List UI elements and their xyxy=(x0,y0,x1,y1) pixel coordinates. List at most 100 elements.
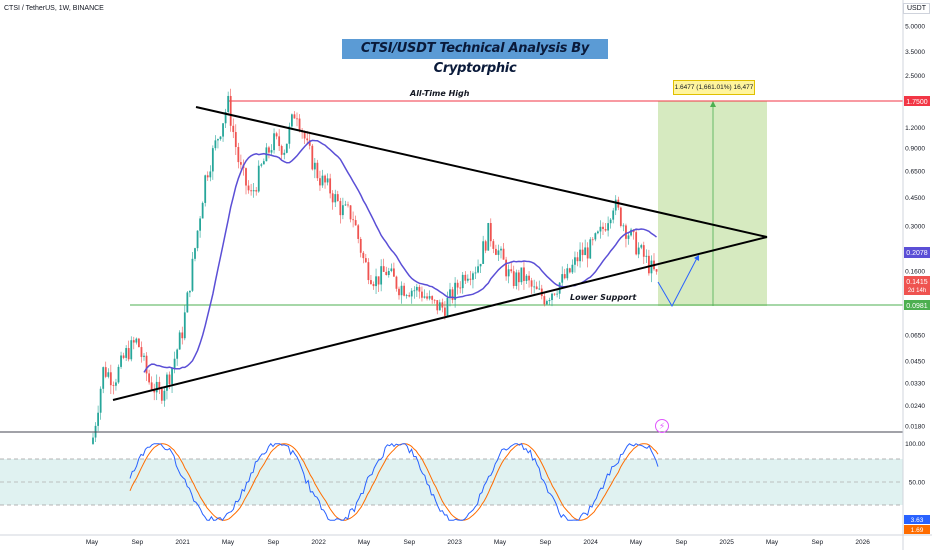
candle-body xyxy=(449,289,451,298)
candle-body xyxy=(293,114,296,119)
candle-body xyxy=(551,293,553,301)
candle-body xyxy=(357,225,360,239)
candle-body xyxy=(104,367,107,377)
candle-body xyxy=(482,241,485,264)
projection-arrow-head xyxy=(694,255,699,261)
candle-body xyxy=(602,226,604,230)
svg-text:2d 14h: 2d 14h xyxy=(908,288,926,294)
candle-body xyxy=(217,139,219,141)
candle-body xyxy=(502,248,505,260)
candle-body xyxy=(201,202,204,219)
candle-body xyxy=(597,231,599,234)
candle-body xyxy=(410,290,413,297)
svg-text:3.63: 3.63 xyxy=(911,517,924,524)
candle-body xyxy=(112,385,115,386)
tradingview-logo-icon[interactable]: ⚡ xyxy=(655,419,669,433)
candle-body xyxy=(507,269,510,277)
candle-body xyxy=(477,266,479,273)
y-tick-label: 0.0450 xyxy=(905,358,925,365)
candle-body xyxy=(408,295,411,297)
candle-body xyxy=(99,388,102,413)
support-price-badge: 0.0981 xyxy=(904,300,930,310)
candle-body xyxy=(461,274,464,289)
candle-body xyxy=(390,268,393,272)
stoch-d-badge: 1.69 xyxy=(904,525,930,534)
candle-body xyxy=(421,291,423,298)
candle-body xyxy=(385,271,388,276)
candle-body xyxy=(525,275,528,281)
candle-body xyxy=(313,162,316,170)
candle-body xyxy=(125,348,128,358)
svg-text:1.7500: 1.7500 xyxy=(906,99,928,106)
candle-body xyxy=(150,382,153,390)
candle-body xyxy=(214,140,217,149)
candle-body xyxy=(140,347,143,357)
candle-body xyxy=(599,226,602,232)
candle-body xyxy=(155,381,158,393)
candle-body xyxy=(191,258,194,291)
candle-body xyxy=(237,147,240,163)
y-tick-label: 0.9000 xyxy=(905,146,925,153)
candle-body xyxy=(194,248,196,259)
candle-body xyxy=(495,248,497,255)
candle-body xyxy=(497,250,500,255)
candle-body xyxy=(574,257,576,265)
candle-body xyxy=(183,312,186,339)
candle-body xyxy=(436,300,439,311)
y-tick-label: 0.6500 xyxy=(905,169,925,176)
candle-body xyxy=(245,168,247,186)
candle-body xyxy=(444,307,446,316)
candle-body xyxy=(135,338,138,343)
target-label: 1.6477 (1,661.01%) 16,477 xyxy=(673,80,755,95)
y-tick-label: 1.2000 xyxy=(905,125,925,132)
candle-body xyxy=(285,143,288,153)
y-tick-label: 0.0240 xyxy=(905,403,925,410)
candle-body xyxy=(492,241,495,249)
candle-body xyxy=(456,282,459,288)
candle-body xyxy=(311,145,314,170)
candle-body xyxy=(186,292,189,313)
candle-body xyxy=(291,114,293,127)
candle-body xyxy=(138,338,140,348)
candle-body xyxy=(645,255,648,257)
candle-body xyxy=(405,295,408,296)
stoch-axis-ticks: 100.00 50.00 xyxy=(905,441,925,486)
candle-body xyxy=(622,225,625,227)
candle-body xyxy=(553,293,556,295)
candle-body xyxy=(459,287,462,289)
ath-annotation: All-Time High xyxy=(410,89,470,98)
candle-body xyxy=(466,278,469,281)
candle-body xyxy=(306,138,309,141)
svg-text:0.0981: 0.0981 xyxy=(906,303,928,310)
candle-body xyxy=(556,293,558,295)
candle-body xyxy=(367,262,370,281)
x-axis-ticks: May Sep 2021 May Sep 2022 May Sep 2023 May Sep 2024… xyxy=(86,539,870,546)
y-axis-ticks: 5.0000 3.5000 2.5000 1.7500 1.2000 0.9000 0.65… xyxy=(905,24,925,431)
candle-body xyxy=(342,205,344,216)
candle-body xyxy=(403,285,405,296)
candle-body xyxy=(395,276,398,289)
candle-body xyxy=(581,249,584,256)
upper-trendline xyxy=(195,106,768,238)
candle-body xyxy=(438,302,441,311)
x-tick-label: 2024 xyxy=(583,539,598,546)
candle-body xyxy=(127,348,130,360)
candle-body xyxy=(538,288,541,290)
candle-body xyxy=(102,367,105,389)
candle-body xyxy=(189,290,191,293)
x-tick-label: Sep xyxy=(812,539,824,546)
candle-body xyxy=(563,274,566,279)
candle-body xyxy=(642,245,645,257)
candle-body xyxy=(92,437,94,444)
candle-body xyxy=(375,276,377,287)
candle-body xyxy=(512,271,515,286)
candle-body xyxy=(505,259,507,277)
candle-body xyxy=(257,165,260,192)
candle-body xyxy=(211,148,214,172)
candle-body xyxy=(382,266,385,272)
currency-button[interactable]: USDT xyxy=(902,3,930,14)
y-tick-label: 0.0330 xyxy=(905,381,925,388)
candle-body xyxy=(166,374,168,391)
y-tick-label: 3.5000 xyxy=(905,49,925,56)
